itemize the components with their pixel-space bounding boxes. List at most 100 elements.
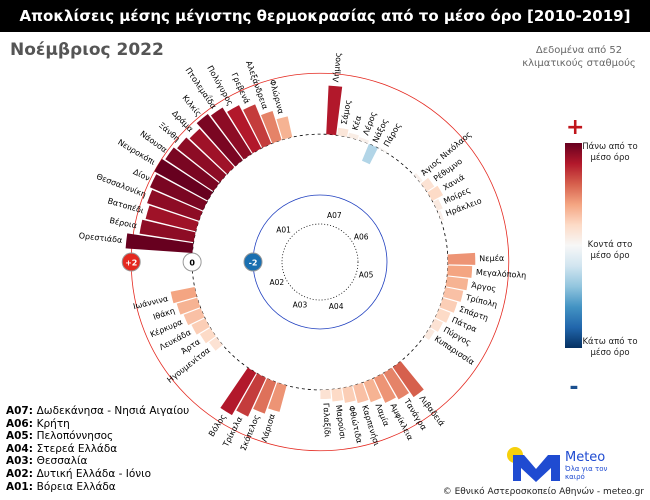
bar [320, 389, 332, 400]
bar [165, 147, 220, 192]
bar [420, 177, 435, 192]
bar [383, 367, 410, 400]
legend-name: Βόρεια Ελλάδα [36, 480, 116, 493]
legend-code: A03 [6, 455, 37, 467]
region-code: A01 [276, 226, 291, 235]
region-code: A06 [354, 232, 369, 241]
bar [347, 132, 359, 140]
station-label: Μαρούσι [334, 404, 348, 440]
station-label: Ιθάκη [152, 306, 176, 322]
bar [220, 367, 257, 416]
bar [227, 105, 262, 154]
station-label: Ξάνθη [157, 121, 182, 144]
bar [189, 128, 235, 175]
bar [191, 318, 210, 335]
colorbar-high: Πάνω από το μέσο όρο [582, 142, 638, 163]
bar [147, 189, 203, 221]
bar [145, 205, 199, 232]
station-label: Λήμνος [331, 52, 343, 82]
station-label: Φλώρινα [268, 78, 287, 115]
bar [154, 158, 213, 201]
bar [447, 265, 473, 278]
station-label: Άργος [471, 281, 497, 294]
logo-mark [513, 455, 560, 482]
bar [183, 308, 205, 326]
legend-name: Θεσσαλία [36, 455, 88, 468]
region-code: A05 [359, 270, 374, 279]
legend-name: Πελοπόννησος [36, 430, 114, 443]
colorbar-mid: Κοντά στο μέσο όρο [587, 240, 633, 261]
bar [209, 337, 223, 351]
station-label: Βατοπέδι [107, 195, 146, 215]
colorbar-minus: - [569, 375, 579, 400]
ring [252, 194, 388, 330]
ring-label: 0 [189, 259, 195, 268]
bar [361, 143, 378, 165]
station-label: Βέροια [109, 215, 138, 230]
bar [243, 104, 272, 148]
station-label: Γαλαξίδι [321, 403, 331, 438]
ring-label: +2 [125, 259, 137, 268]
bar [358, 137, 370, 144]
legend-entry: A02Δυτική Ελλάδα - Ιόνιο [6, 468, 189, 481]
bar [276, 116, 293, 140]
station-label: Σάμος [340, 99, 353, 125]
bar [373, 373, 396, 403]
bar [430, 318, 443, 332]
ring [191, 133, 449, 391]
bar [176, 297, 201, 315]
inner-circle [281, 223, 359, 301]
bar [342, 385, 356, 403]
region-code: A07 [327, 211, 342, 220]
colorbar-plus: + [566, 115, 585, 140]
legend: A07Δωδεκάνησα - Νησιά ΑιγαίουA06ΚρήτηA05… [6, 405, 189, 493]
bar [210, 107, 252, 160]
legend-code: A07 [6, 405, 37, 417]
legend-code: A02 [6, 468, 37, 480]
bar [445, 276, 469, 291]
bar [139, 219, 196, 243]
bar [236, 373, 267, 417]
note: Δεδομένα από 52 κλιματικούς σταθμούς [522, 45, 636, 69]
region-code: A03 [293, 301, 308, 310]
bar [424, 328, 435, 340]
bar [331, 388, 344, 402]
region-code: A02 [269, 278, 284, 287]
legend-entry: A05Πελοπόννησος [6, 430, 189, 443]
ring-marker [121, 252, 141, 272]
bar [268, 382, 287, 412]
bar [337, 127, 349, 137]
station-label: Λαμία [374, 402, 391, 427]
legend-name: Δωδεκάνησα - Νησιά Αιγαίου [36, 405, 190, 417]
legend-entry: A07Δωδεκάνησα - Νησιά Αιγαίου [6, 405, 189, 418]
station-label: Ορεστιάδα [78, 231, 122, 245]
bar [353, 382, 369, 404]
station-label: Λάρισα [260, 413, 277, 443]
colorbar-low: Κάτω από το μέσο όρο [582, 337, 638, 358]
logo-name: Meteo [565, 450, 606, 465]
bar [427, 185, 444, 201]
legend-code: A05 [6, 430, 37, 442]
ring-marker [243, 252, 263, 272]
colorbar [565, 143, 582, 348]
legend-code: A04 [6, 443, 37, 455]
legend-name: Δυτική Ελλάδα - Ιόνιο [36, 467, 152, 480]
station-label: Μεγαλόπολη [476, 267, 527, 280]
bar [170, 287, 197, 304]
bar [435, 308, 451, 323]
bar [432, 199, 443, 211]
footer: © Εθνικό Αστεροσκοπείο Αθηνών - meteo.gr [442, 487, 644, 497]
bar [437, 210, 445, 222]
legend-code: A06 [6, 418, 37, 430]
bar [177, 137, 227, 183]
station-label: Κέα [350, 114, 363, 131]
station-label: Νεμέα [479, 253, 504, 264]
bar [199, 327, 216, 344]
bar [196, 113, 243, 167]
bar [253, 378, 277, 414]
legend-code: A01 [6, 481, 37, 493]
bar [439, 297, 458, 313]
bar [149, 174, 208, 211]
